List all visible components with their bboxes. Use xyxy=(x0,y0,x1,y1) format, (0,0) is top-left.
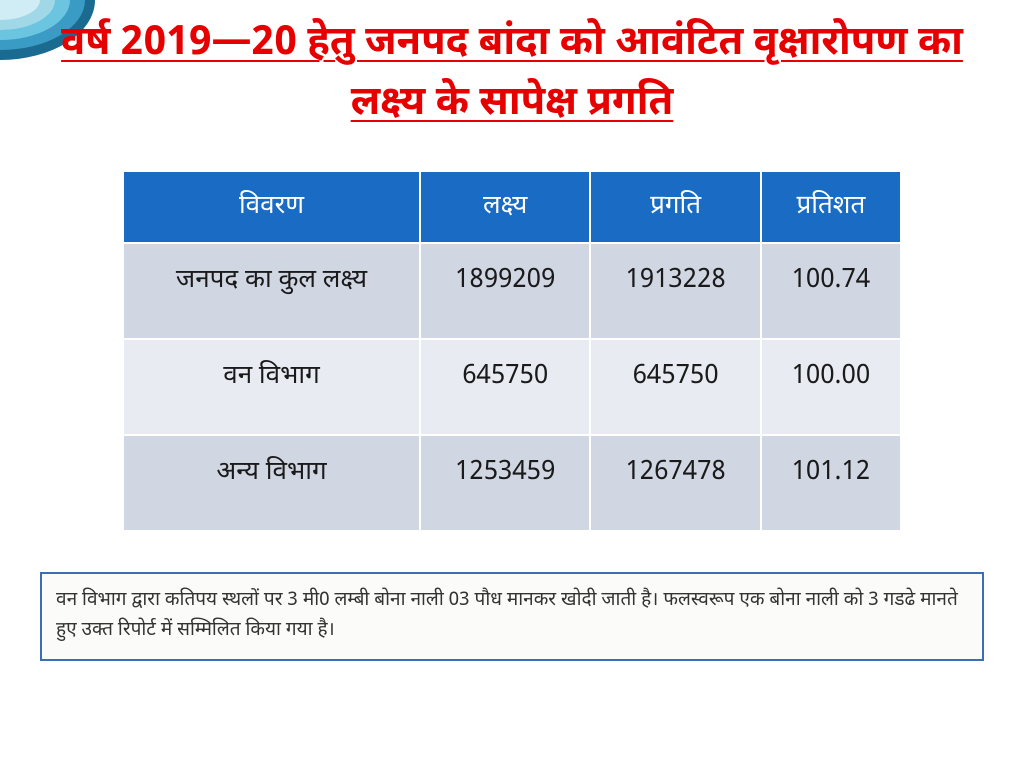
cell-percent: 100.74 xyxy=(761,243,901,339)
cell-percent: 101.12 xyxy=(761,435,901,531)
col-header-progress: प्रगति xyxy=(590,171,760,243)
cell-description: अन्य विभाग xyxy=(123,435,420,531)
title-container: वर्ष 2019—20 हेतु जनपद बांदा को आवंटित व… xyxy=(0,0,1024,145)
table-row: वन विभाग 645750 645750 100.00 xyxy=(123,339,901,435)
table-row: अन्य विभाग 1253459 1267478 101.12 xyxy=(123,435,901,531)
table-body: जनपद का कुल लक्ष्य 1899209 1913228 100.7… xyxy=(123,243,901,531)
cell-description: जनपद का कुल लक्ष्य xyxy=(123,243,420,339)
cell-percent: 100.00 xyxy=(761,339,901,435)
table-header-row: विवरण लक्ष्य प्रगति प्रतिशत xyxy=(123,171,901,243)
page-title: वर्ष 2019—20 हेतु जनपद बांदा को आवंटित व… xyxy=(61,19,963,131)
cell-target: 1253459 xyxy=(420,435,590,531)
table-row: जनपद का कुल लक्ष्य 1899209 1913228 100.7… xyxy=(123,243,901,339)
table-container: विवरण लक्ष्य प्रगति प्रतिशत जनपद का कुल … xyxy=(0,145,1024,552)
cell-description: वन विभाग xyxy=(123,339,420,435)
col-header-target: लक्ष्य xyxy=(420,171,590,243)
footnote-text: वन विभाग द्वारा कतिपय स्थलों पर 3 मी0 लम… xyxy=(56,588,958,643)
cell-progress: 1913228 xyxy=(590,243,760,339)
col-header-description: विवरण xyxy=(123,171,420,243)
footnote-box: वन विभाग द्वारा कतिपय स्थलों पर 3 मी0 लम… xyxy=(40,572,984,661)
cell-progress: 645750 xyxy=(590,339,760,435)
cell-target: 1899209 xyxy=(420,243,590,339)
cell-progress: 1267478 xyxy=(590,435,760,531)
progress-table: विवरण लक्ष्य प्रगति प्रतिशत जनपद का कुल … xyxy=(122,170,902,532)
cell-target: 645750 xyxy=(420,339,590,435)
col-header-percent: प्रतिशत xyxy=(761,171,901,243)
